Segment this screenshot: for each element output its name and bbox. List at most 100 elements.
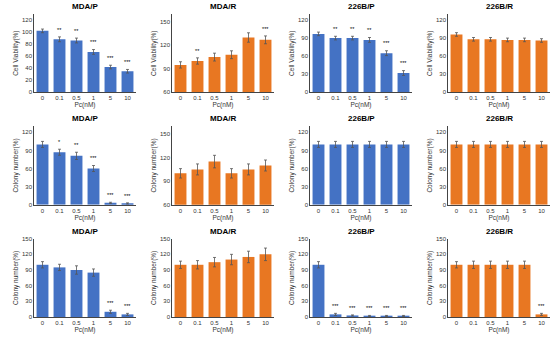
svg-text:0: 0 [41,320,45,326]
svg-text:1: 1 [506,208,510,214]
svg-text:0: 0 [305,89,309,95]
svg-text:60: 60 [163,202,170,208]
svg-text:***: *** [124,59,131,65]
svg-text:30: 30 [301,298,308,304]
svg-text:226B/P: 226B/P [348,227,375,236]
svg-text:1: 1 [506,320,510,326]
svg-text:120: 120 [22,17,33,23]
svg-text:120: 120 [22,129,33,135]
svg-text:80: 80 [25,41,32,47]
svg-text:Pc(nM): Pc(nM) [351,101,372,109]
svg-text:10: 10 [124,320,131,326]
svg-text:***: *** [383,305,390,311]
svg-text:***: *** [107,300,114,306]
svg-text:0: 0 [167,314,171,320]
svg-text:60: 60 [163,283,170,289]
svg-text:***: *** [400,305,407,311]
svg-text:MDA/R: MDA/R [210,2,236,11]
svg-text:0.5: 0.5 [486,208,495,214]
svg-text:5: 5 [247,95,251,101]
svg-text:MDA/R: MDA/R [210,227,236,236]
svg-text:MDA/R: MDA/R [210,114,236,123]
svg-text:1: 1 [506,95,510,101]
svg-text:90: 90 [163,178,170,184]
svg-text:0.5: 0.5 [210,320,219,326]
svg-text:Colony number(%): Colony number(%) [426,251,434,305]
svg-text:Pc(nM): Pc(nM) [489,101,510,109]
svg-text:1: 1 [230,208,234,214]
svg-text:30: 30 [25,298,32,304]
svg-text:226B/R: 226B/R [486,114,513,123]
svg-text:60: 60 [439,283,446,289]
svg-text:0.5: 0.5 [72,208,81,214]
svg-text:***: *** [124,303,131,309]
svg-text:0.1: 0.1 [193,208,202,214]
svg-text:90: 90 [163,267,170,273]
svg-text:**: ** [74,142,79,148]
svg-text:*: * [58,139,61,145]
svg-text:0: 0 [29,202,33,208]
svg-text:10: 10 [538,95,545,101]
svg-text:0: 0 [179,208,183,214]
svg-text:**: ** [367,27,372,33]
svg-text:0: 0 [455,208,459,214]
svg-text:0: 0 [455,320,459,326]
svg-text:5: 5 [523,208,527,214]
svg-text:0.5: 0.5 [486,95,495,101]
svg-text:**: ** [333,26,338,32]
svg-text:120: 120 [298,17,309,23]
svg-text:***: *** [538,303,545,309]
svg-text:5: 5 [523,95,527,101]
svg-text:0: 0 [41,95,45,101]
svg-text:***: *** [349,305,356,311]
svg-text:MDA/P: MDA/P [72,114,98,123]
svg-text:30: 30 [439,298,446,304]
svg-text:5: 5 [109,208,113,214]
svg-text:150: 150 [160,236,171,242]
svg-text:0: 0 [29,314,33,320]
svg-text:60: 60 [301,166,308,172]
svg-text:5: 5 [109,320,113,326]
svg-text:120: 120 [160,42,171,48]
svg-text:10: 10 [400,95,407,101]
svg-text:Cell Viability(%): Cell Viability(%) [288,30,296,75]
svg-text:0: 0 [317,208,321,214]
svg-text:5: 5 [109,95,113,101]
svg-text:0.1: 0.1 [55,208,64,214]
svg-text:0.5: 0.5 [210,208,219,214]
svg-text:120: 120 [436,17,447,23]
svg-text:30: 30 [301,184,308,190]
svg-text:40: 40 [25,65,32,71]
svg-text:0: 0 [317,95,321,101]
svg-text:10: 10 [124,95,131,101]
svg-text:Pc(nM): Pc(nM) [489,326,510,334]
svg-text:1: 1 [368,208,372,214]
svg-text:5: 5 [385,208,389,214]
svg-text:20: 20 [25,77,32,83]
svg-text:0.5: 0.5 [210,95,219,101]
svg-text:0.1: 0.1 [469,208,478,214]
svg-text:***: *** [90,39,97,45]
svg-text:0.1: 0.1 [469,95,478,101]
svg-text:226B/P: 226B/P [348,114,375,123]
svg-text:Colony number(%): Colony number(%) [288,251,296,305]
svg-text:**: ** [350,26,355,32]
svg-text:120: 120 [160,251,171,257]
svg-text:150: 150 [298,236,309,242]
svg-text:150: 150 [160,131,171,137]
svg-text:Colony number(%): Colony number(%) [150,251,158,305]
svg-text:Pc(nM): Pc(nM) [75,326,96,334]
svg-text:226B/R: 226B/R [486,227,513,236]
svg-text:0.5: 0.5 [72,320,81,326]
svg-text:0: 0 [443,202,447,208]
svg-text:Pc(nM): Pc(nM) [213,326,234,334]
svg-text:Cell Viability(%): Cell Viability(%) [150,30,158,75]
svg-text:10: 10 [538,208,545,214]
svg-text:0: 0 [41,208,45,214]
svg-text:0: 0 [29,89,33,95]
svg-text:Colony number(%): Colony number(%) [426,138,434,192]
svg-text:Colony number(%): Colony number(%) [12,138,20,192]
svg-text:Pc(nM): Pc(nM) [351,214,372,222]
svg-text:**: ** [57,27,62,33]
svg-text:Colony number(%): Colony number(%) [150,138,158,192]
